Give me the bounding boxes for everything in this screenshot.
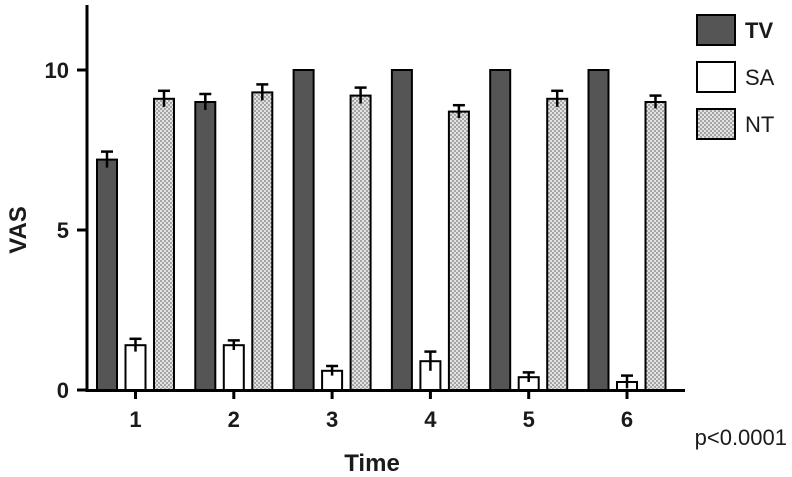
bar-nt-1	[153, 97, 175, 392]
bar-sa-1	[124, 344, 147, 392]
bar-tv-5	[489, 69, 512, 391]
x-axis-title: Time	[344, 450, 400, 477]
bar-tv-3	[292, 69, 315, 391]
legend-swatch-sa	[696, 61, 736, 93]
legend-label-tv: TV	[745, 18, 773, 43]
legend-label-nt: NT	[745, 112, 774, 137]
x-tick-label-5: 5	[523, 407, 535, 432]
bar-nt-3	[349, 94, 372, 391]
y-tick-label-5: 5	[57, 218, 69, 243]
y-ticks: 0 5 10	[45, 58, 87, 403]
bar-tv-2	[194, 101, 217, 391]
legend-label-sa: SA	[745, 65, 775, 90]
bar-tv-4	[390, 69, 413, 391]
y-tick-label-0: 0	[57, 378, 69, 403]
x-tick-label-2: 2	[228, 407, 240, 432]
bar-nt-4	[447, 110, 470, 391]
legend-swatch-tv	[696, 14, 736, 46]
bar-nt-6	[644, 101, 667, 391]
bar-nt-5	[546, 97, 569, 392]
bars-layer	[96, 69, 667, 392]
legend-swatch-nt	[696, 108, 736, 140]
p-value-annotation: p<0.0001	[695, 425, 787, 450]
x-tick-label-4: 4	[424, 407, 437, 432]
legend: TV SA NT	[696, 14, 775, 140]
x-tick-label-6: 6	[621, 407, 633, 432]
bar-tv-6	[587, 69, 610, 391]
y-axis-title: VAS	[5, 206, 32, 254]
bar-nt-2	[251, 91, 274, 392]
bar-sa-2	[222, 344, 245, 392]
x-tick-label-3: 3	[326, 407, 338, 432]
x-tick-label-1: 1	[129, 407, 141, 432]
y-tick-label-10: 10	[45, 58, 69, 83]
x-ticks: 1 2 3 4 5 6	[129, 390, 633, 432]
error-bars-layer	[101, 83, 662, 389]
bar-tv-1	[96, 158, 118, 391]
